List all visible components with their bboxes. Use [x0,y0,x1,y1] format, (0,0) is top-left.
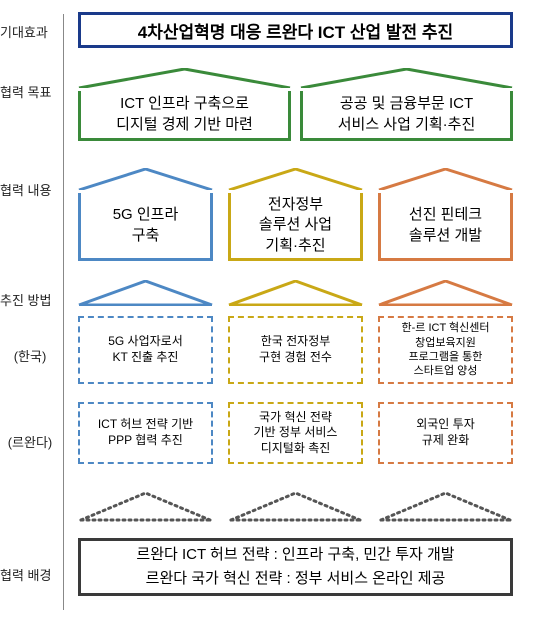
content-roof-1 [228,168,363,190]
content-1-line3: 기획·추진 [259,236,332,256]
diagram-canvas: 4차산업혁명 대응 르완다 ICT 산업 발전 추진 ICT 인프라 구축으로 … [70,0,530,622]
label-method: 추진 방법 [0,290,60,309]
korea-2-t1: 한-르 ICT 혁신센터 [401,321,489,335]
rwanda-1-t3: 디지털화 촉진 [254,441,338,457]
label-content: 협력 내용 [0,180,60,199]
header-box: 4차산업혁명 대응 르완다 ICT 산업 발전 추진 [78,12,513,48]
content-2-line2: 솔루션 개발 [409,226,482,246]
method-tri-0 [78,280,213,306]
korea-box-0: 5G 사업자로서 KT 진출 추진 [78,316,213,384]
goal-house-1: 공공 및 금융부문 ICT 서비스 사업 기획·추진 [300,68,513,141]
goal-roof-0 [78,68,291,88]
rwanda-1-t1: 국가 혁신 전략 [254,410,338,426]
label-rwanda: (르완다) [0,432,60,451]
korea-1-t1: 한국 전자정부 [259,334,332,350]
method-tri-2 [378,280,513,306]
korea-box-1: 한국 전자정부 구현 경험 전수 [228,316,363,384]
footer-line2: 르완다 국가 혁신 전략 : 정부 서비스 온라인 제공 [146,567,446,591]
goal-0-line1: ICT 인프라 구축으로 [116,94,253,114]
footer-box: 르완다 ICT 허브 전략 : 인프라 구축, 민간 투자 개발 르완다 국가 … [78,538,513,596]
content-house-1: 전자정부 솔루션 사업 기획·추진 [228,168,363,261]
footer-line1: 르완다 ICT 허브 전략 : 인프라 구축, 민간 투자 개발 [136,543,454,567]
bottom-tri-2 [378,490,513,522]
content-0-line2: 구축 [113,226,179,246]
goal-roof-1 [300,68,513,88]
content-roof-2 [378,168,513,190]
bottom-tri-1 [228,490,363,522]
korea-box-2: 한-르 ICT 혁신센터 창업보육지원 프로그램을 통한 스타트업 양성 [378,316,513,384]
rwanda-1-t2: 기반 정부 서비스 [254,425,338,441]
label-korea: (한국) [0,346,60,365]
content-2-line1: 선진 핀테크 [409,205,482,225]
goal-1-line1: 공공 및 금융부문 ICT [338,94,476,114]
korea-2-t3: 프로그램을 통한 [401,350,489,364]
content-1-line2: 솔루션 사업 [259,215,332,235]
korea-0-t2: KT 진출 추진 [108,350,183,366]
label-expected: 기대효과 [0,22,60,41]
content-0-line1: 5G 인프라 [113,205,179,225]
label-goal: 협력 목표 [0,82,60,101]
vertical-divider [63,14,64,610]
korea-2-t2: 창업보육지원 [401,336,489,350]
rwanda-0-t2: PPP 협력 추진 [98,433,193,449]
korea-2-t4: 스타트업 양성 [401,364,489,378]
rwanda-2-t1: 외국인 투자 [416,417,475,433]
bottom-tri-0 [78,490,213,522]
korea-1-t2: 구현 경험 전수 [259,350,332,366]
method-tri-1 [228,280,363,306]
goal-1-line2: 서비스 사업 기획·추진 [338,115,476,135]
rwanda-0-t1: ICT 허브 전략 기반 [98,417,193,433]
rwanda-box-1: 국가 혁신 전략 기반 정부 서비스 디지털화 촉진 [228,402,363,464]
content-1-line1: 전자정부 [259,195,332,215]
label-background: 협력 배경 [0,565,60,584]
header-text: 4차산업혁명 대응 르완다 ICT 산업 발전 추진 [138,18,453,43]
rwanda-box-0: ICT 허브 전략 기반 PPP 협력 추진 [78,402,213,464]
goal-0-line2: 디지털 경제 기반 마련 [116,115,253,135]
rwanda-2-t2: 규제 완화 [416,433,475,449]
goal-house-0: ICT 인프라 구축으로 디지털 경제 기반 마련 [78,68,291,141]
content-roof-0 [78,168,213,190]
content-house-2: 선진 핀테크 솔루션 개발 [378,168,513,261]
korea-0-t1: 5G 사업자로서 [108,334,183,350]
rwanda-box-2: 외국인 투자 규제 완화 [378,402,513,464]
content-house-0: 5G 인프라 구축 [78,168,213,261]
